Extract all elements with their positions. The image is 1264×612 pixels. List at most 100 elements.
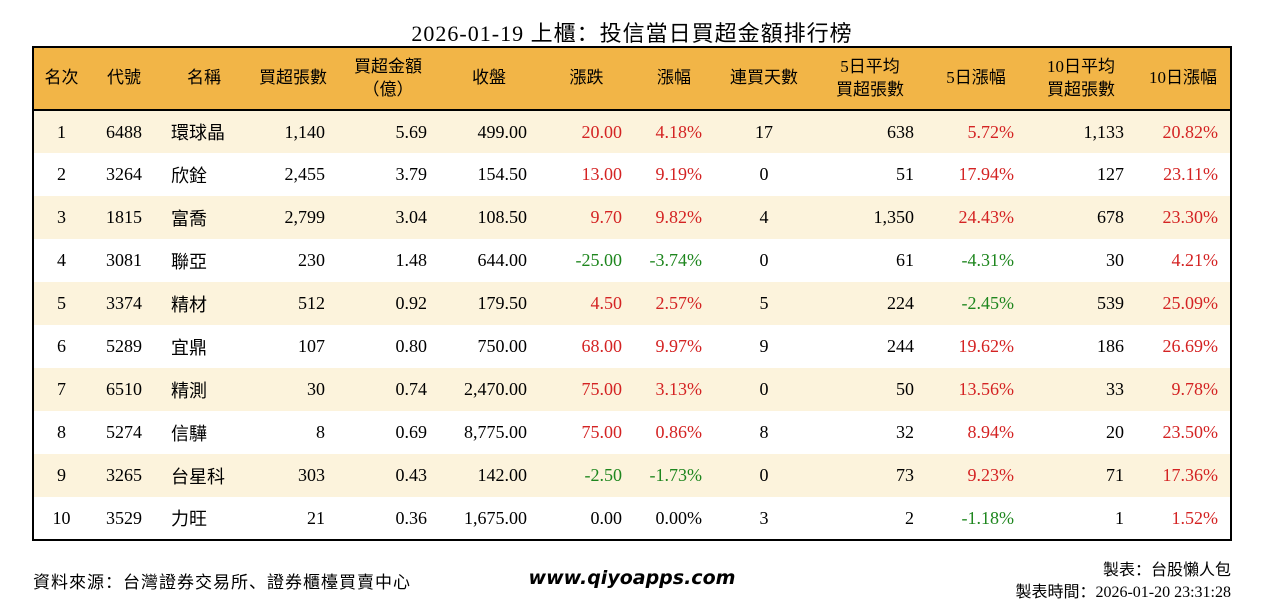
table-row: 3 1815 富喬 2,799 3.04 108.50 9.70 9.82% 4 1,350 24.… xyxy=(33,196,1231,239)
cell-close: 179.50 xyxy=(477,293,528,313)
cell-buy_amount: 3.04 xyxy=(395,207,428,227)
cell-streak: 0 xyxy=(759,164,769,184)
cell-change_pct: 4.18% xyxy=(655,121,703,142)
cell-pct5: 17.94% xyxy=(958,164,1015,184)
cell-name: 精測 xyxy=(171,380,207,401)
table-row: 5 3374 精材 512 0.92 179.50 4.50 2.57% 5 224 -2.45% 5… xyxy=(33,282,1231,325)
cell-pct10: 23.30% xyxy=(1162,207,1219,227)
cell-code: 6488 xyxy=(106,121,142,142)
cell-rank: 2 xyxy=(57,164,66,184)
cell-buy_amount: 0.69 xyxy=(395,422,428,442)
table-row: 2 3264 欣銓 2,455 3.79 154.50 13.00 9.19% 0 51 17.94… xyxy=(33,153,1231,196)
cell-streak: 0 xyxy=(759,379,769,399)
cell-buy_shares: 303 xyxy=(298,465,325,485)
cell-change_pct: 2.57% xyxy=(655,293,703,313)
cell-close: 1,675.00 xyxy=(464,507,527,528)
cell-pct5: 9.23% xyxy=(967,465,1015,485)
cell-code: 3374 xyxy=(106,293,142,313)
cell-pct5: -4.31% xyxy=(961,250,1015,270)
cell-name: 台星科 xyxy=(171,466,225,487)
cell-pct5: -2.45% xyxy=(961,293,1015,313)
cell-avg10: 33 xyxy=(1106,379,1124,399)
header-change-pct: 漲幅 xyxy=(634,47,714,111)
cell-rank: 7 xyxy=(57,379,66,399)
table-row: 1 6488 環球晶 1,140 5.69 499.00 20.00 4.18% 17 638 5.… xyxy=(33,110,1231,153)
cell-close: 108.50 xyxy=(477,207,528,227)
cell-avg10: 71 xyxy=(1106,465,1124,485)
cell-avg10: 20 xyxy=(1106,422,1124,442)
cell-change_pct: 0.86% xyxy=(655,422,703,442)
cell-buy_shares: 1,140 xyxy=(284,121,326,142)
cell-avg5: 1,350 xyxy=(873,207,915,227)
page-title: 2026-01-19 上櫃：投信當日買超金額排行榜 xyxy=(411,21,853,46)
header-avg5-shares: 5日平均 買超張數 xyxy=(814,47,926,111)
footer: 資料來源：台灣證券交易所、證券櫃檯買賣中心 www.qiyoapps.com 製… xyxy=(0,560,1264,612)
cell-name: 聯亞 xyxy=(171,251,207,272)
table-body: 1 6488 環球晶 1,140 5.69 499.00 20.00 4.18% 17 638 5.… xyxy=(33,110,1231,540)
cell-pct5: 19.62% xyxy=(958,336,1015,356)
cell-name: 宜鼎 xyxy=(171,337,207,358)
cell-change_pct: 9.97% xyxy=(655,336,703,356)
cell-buy_amount: 1.48 xyxy=(395,250,428,270)
cell-change: 4.50 xyxy=(590,293,623,313)
cell-pct10: 26.69% xyxy=(1162,336,1219,356)
cell-pct10: 25.09% xyxy=(1162,293,1219,313)
cell-close: 2,470.00 xyxy=(464,379,527,399)
cell-streak: 3 xyxy=(759,507,769,528)
cell-pct10: 23.11% xyxy=(1163,164,1218,184)
cell-pct5: 13.56% xyxy=(958,379,1015,399)
cell-buy_shares: 2,799 xyxy=(284,207,326,227)
table-row: 10 3529 力旺 21 0.36 1,675.00 0.00 0.00% 3 2 -1.18% 1… xyxy=(33,497,1231,540)
cell-change: 75.00 xyxy=(581,379,623,399)
cell-code: 3081 xyxy=(106,250,142,270)
cell-name: 力旺 xyxy=(171,509,207,529)
cell-code: 3264 xyxy=(106,164,142,184)
cell-change: 9.70 xyxy=(590,207,623,227)
cell-streak: 0 xyxy=(759,250,769,270)
cell-change_pct: 9.19% xyxy=(655,164,703,184)
table-row: 9 3265 台星科 303 0.43 142.00 -2.50 -1.73% 0 73 9.23%… xyxy=(33,454,1231,497)
table-row: 6 5289 宜鼎 107 0.80 750.00 68.00 9.97% 9 244 19.62%… xyxy=(33,325,1231,368)
cell-pct10: 9.78% xyxy=(1171,379,1219,399)
cell-buy_shares: 512 xyxy=(298,293,325,313)
cell-avg5: 50 xyxy=(896,379,914,399)
data-source-note: 資料來源：台灣證券交易所、證券櫃檯買賣中心 xyxy=(33,573,411,592)
header-close: 收盤 xyxy=(439,47,539,111)
cell-close: 8,775.00 xyxy=(464,422,527,442)
cell-change: -25.00 xyxy=(575,250,623,270)
table-header: 名次 代號 名稱 買超張數 買超金額 （億） 收盤 漲跌 漲幅 連買天數 5日平… xyxy=(33,47,1231,111)
cell-avg10: 539 xyxy=(1097,293,1124,313)
cell-rank: 9 xyxy=(57,465,66,485)
website-link[interactable]: www.qiyoapps.com xyxy=(528,567,736,589)
cell-streak: 17 xyxy=(755,121,773,142)
cell-streak: 4 xyxy=(759,207,769,227)
header-rank: 名次 xyxy=(33,47,89,111)
ranking-table: 名次 代號 名稱 買超張數 買超金額 （億） 收盤 漲跌 漲幅 連買天數 5日平… xyxy=(32,46,1232,541)
cell-buy_amount: 0.92 xyxy=(395,293,428,313)
header-buy-shares: 買超張數 xyxy=(249,47,337,111)
cell-buy_shares: 21 xyxy=(307,507,325,528)
cell-buy_shares: 107 xyxy=(298,336,325,356)
cell-streak: 8 xyxy=(759,422,769,442)
header-avg10-shares: 10日平均 買超張數 xyxy=(1026,47,1136,111)
cell-avg5: 32 xyxy=(896,422,914,442)
cell-close: 750.00 xyxy=(477,336,528,356)
cell-avg10: 678 xyxy=(1097,207,1124,227)
cell-streak: 0 xyxy=(759,465,769,485)
cell-name: 精材 xyxy=(171,294,207,315)
cell-pct10: 1.52% xyxy=(1171,507,1219,528)
cell-close: 142.00 xyxy=(477,465,528,485)
cell-name: 富喬 xyxy=(171,208,207,229)
cell-buy_amount: 0.74 xyxy=(395,379,428,399)
cell-avg10: 186 xyxy=(1097,336,1124,356)
cell-avg10: 1 xyxy=(1115,507,1124,528)
cell-change: 75.00 xyxy=(581,422,623,442)
header-buy-amount: 買超金額 （億） xyxy=(337,47,439,111)
table-row: 7 6510 精測 30 0.74 2,470.00 75.00 3.13% 0 50 13.56%… xyxy=(33,368,1231,411)
cell-rank: 3 xyxy=(57,207,66,227)
maker-info: 製表：台股懶人包 製表時間：2026-01-20 23:31:28 xyxy=(1015,560,1231,604)
cell-code: 6510 xyxy=(106,379,142,399)
cell-rank: 5 xyxy=(57,293,66,313)
cell-buy_amount: 0.80 xyxy=(395,336,428,356)
header-pct10: 10日漲幅 xyxy=(1136,47,1231,111)
